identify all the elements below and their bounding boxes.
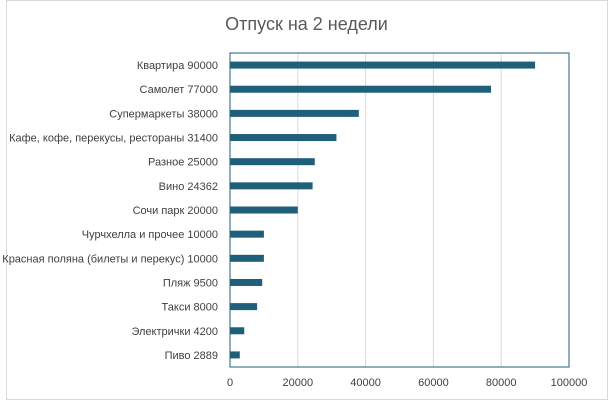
tick-labels: 0 20000 40000 60000 80000 100000: [227, 377, 587, 389]
x-tick-label: 40000: [350, 377, 381, 389]
bar[interactable]: [230, 327, 245, 335]
bar[interactable]: [230, 254, 264, 262]
category-label: Сочи парк 20000: [133, 205, 218, 217]
bar[interactable]: [230, 278, 263, 286]
plot-border: [229, 52, 570, 368]
category-label: Разное 25000: [148, 157, 218, 169]
category-label: Электрички 4200: [131, 326, 218, 338]
category-labels: Квартира 90000 Самолет 77000 Супермаркеты …: [2, 60, 218, 362]
chart-title: Отпуск на 2 недели: [225, 14, 388, 34]
category-label: Пляж 9500: [163, 277, 218, 289]
bar[interactable]: [230, 230, 264, 238]
x-tick-label: 20000: [283, 377, 314, 389]
bar[interactable]: [230, 85, 492, 93]
bar[interactable]: [230, 158, 315, 166]
x-tick-label: 60000: [418, 377, 449, 389]
category-label: Вино 24362: [159, 181, 218, 193]
bar[interactable]: [230, 109, 359, 117]
bar[interactable]: [230, 134, 337, 142]
bar[interactable]: [230, 61, 536, 69]
x-tick-label: 80000: [486, 377, 517, 389]
category-label: Чурчхелла и прочее 10000: [82, 229, 218, 241]
category-label: Супермаркеты 38000: [109, 108, 218, 120]
category-label: Пиво 2889: [165, 350, 218, 362]
bar[interactable]: [230, 206, 298, 214]
category-label: Такси 8000: [162, 302, 218, 314]
bar[interactable]: [230, 182, 313, 190]
category-label: Кафе, кофе, перекусы, рестораны 31400: [9, 133, 218, 145]
category-label: Квартира 90000: [137, 60, 218, 72]
category-label: Красная поляна (билеты и перекус) 10000: [2, 253, 218, 265]
x-tick-label: 100000: [551, 377, 588, 389]
bar[interactable]: [230, 303, 258, 311]
bar[interactable]: [230, 351, 240, 359]
bars: [230, 61, 536, 359]
x-tick-label: 0: [227, 377, 233, 389]
category-label: Самолет 77000: [140, 84, 218, 96]
gridlines: [297, 53, 502, 367]
